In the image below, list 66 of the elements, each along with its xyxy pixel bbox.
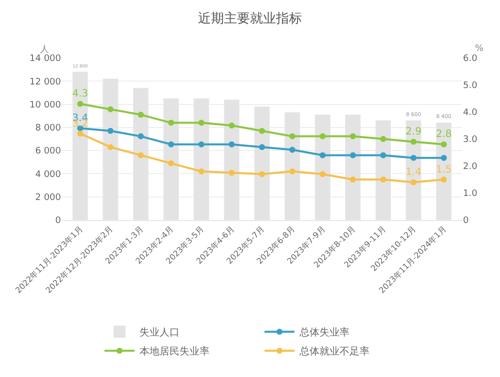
point [380,136,386,142]
point [198,141,204,148]
data-label: 2.8 [436,129,452,140]
data-label: 3.2 [72,118,88,130]
chart-title: 近期主要就业指标 [198,10,302,26]
point [320,152,326,158]
data-label: 4.3 [72,88,88,100]
y-tick-label: 12 000 [30,77,62,88]
point [320,171,326,178]
y-tick-label: 6 000 [35,146,62,157]
y-tick-label: 0 [55,216,62,226]
data-label: 1.5 [436,164,452,176]
point [107,144,114,150]
point [440,154,447,161]
point [289,133,296,140]
y-axis-title: 人 [40,44,49,55]
y2-tick-label: 6.0 [463,54,478,64]
legend-label: 本地居民失业率 [140,346,210,358]
y2-tick-label: 0 [463,216,469,226]
legend-label: 失业人口 [140,326,180,339]
point [228,122,235,128]
legend-label: 总体就业不足率 [298,346,370,358]
point [168,160,174,166]
point [380,152,386,158]
point [259,128,265,134]
point [107,106,114,112]
point [77,130,84,137]
y2-tick-label: 2.0 [463,162,478,172]
point [228,141,235,148]
point [440,141,447,148]
y2-tick-label: 4.0 [463,108,478,118]
point [410,179,417,186]
point [138,133,144,140]
point [168,120,174,126]
point [350,176,356,182]
point [259,144,265,150]
point [410,154,417,161]
point [77,100,84,107]
legend-label: 总体失业率 [298,326,350,339]
y-tick-label: 14 000 [30,54,62,64]
point [228,170,235,176]
point [168,141,174,148]
y2-tick-label: 1.0 [463,189,478,200]
y2-tick-label: 3.0 [463,135,478,146]
point [440,176,447,182]
point [198,120,204,126]
point [107,128,114,134]
point [380,176,386,182]
point [259,171,265,178]
point [138,112,144,118]
data-label: 2.9 [406,126,422,138]
y-tick-label: 8 000 [35,124,62,134]
point [350,152,356,158]
point [198,168,204,174]
point [350,133,356,140]
point [138,152,144,158]
point [289,168,296,174]
y-tick-label: 4 000 [35,170,62,180]
y-tick-label: 10 000 [30,100,62,110]
data-label: 1.4 [406,166,422,178]
y2-axis-title: % [475,44,484,54]
point [320,133,326,140]
y2-tick-label: 5.0 [463,81,478,92]
point [289,146,296,153]
point [410,138,417,145]
y-tick-label: 2 000 [35,193,62,204]
